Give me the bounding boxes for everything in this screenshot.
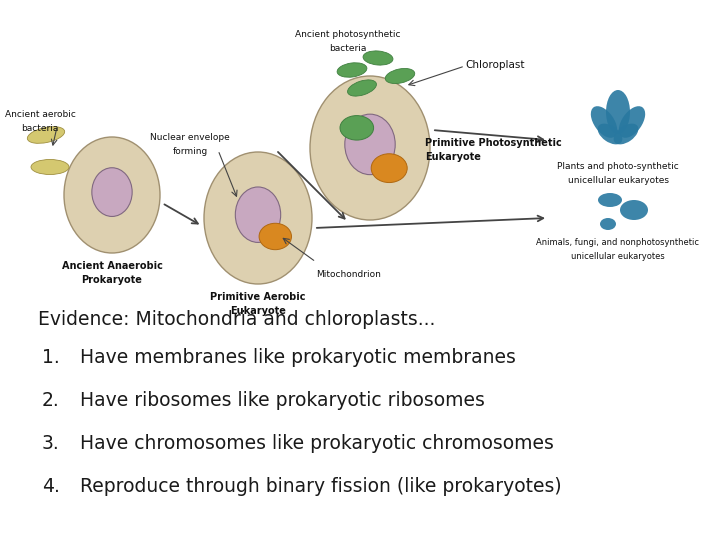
- Text: Ancient photosynthetic: Ancient photosynthetic: [295, 30, 401, 39]
- Ellipse shape: [345, 114, 395, 174]
- Text: 1.: 1.: [42, 348, 60, 367]
- Text: Eukaryote: Eukaryote: [230, 306, 286, 316]
- Ellipse shape: [385, 69, 415, 84]
- Text: Nuclear envelope: Nuclear envelope: [150, 133, 230, 142]
- Ellipse shape: [613, 124, 639, 144]
- Text: unicellular eukaryotes: unicellular eukaryotes: [567, 176, 668, 185]
- Text: Eukaryote: Eukaryote: [425, 152, 481, 162]
- Ellipse shape: [337, 63, 367, 77]
- Text: Reproduce through binary fission (like prokaryotes): Reproduce through binary fission (like p…: [80, 477, 562, 496]
- Ellipse shape: [64, 137, 160, 253]
- Ellipse shape: [591, 106, 617, 138]
- Text: Ancient aerobic: Ancient aerobic: [4, 110, 76, 119]
- Ellipse shape: [92, 168, 132, 217]
- Text: Plants and photo-synthetic: Plants and photo-synthetic: [557, 162, 679, 171]
- Text: Have membranes like prokaryotic membranes: Have membranes like prokaryotic membrane…: [80, 348, 516, 367]
- Text: Chloroplast: Chloroplast: [465, 60, 524, 70]
- Ellipse shape: [618, 106, 645, 138]
- Text: Primitive Aerobic: Primitive Aerobic: [210, 292, 306, 302]
- Text: bacteria: bacteria: [22, 124, 59, 133]
- Ellipse shape: [310, 76, 430, 220]
- Ellipse shape: [598, 124, 622, 144]
- Text: Mitochondrion: Mitochondrion: [316, 270, 381, 279]
- Text: Primitive Photosynthetic: Primitive Photosynthetic: [425, 138, 562, 148]
- Ellipse shape: [620, 200, 648, 220]
- Ellipse shape: [606, 90, 630, 134]
- Ellipse shape: [348, 80, 377, 96]
- Text: 3.: 3.: [42, 434, 60, 453]
- Text: unicellular eukaryotes: unicellular eukaryotes: [571, 252, 665, 261]
- Ellipse shape: [204, 152, 312, 284]
- Ellipse shape: [235, 187, 281, 242]
- Ellipse shape: [372, 154, 408, 183]
- Text: Animals, fungi, and nonphotosynthetic: Animals, fungi, and nonphotosynthetic: [536, 238, 700, 247]
- Text: Have chromosomes like prokaryotic chromosomes: Have chromosomes like prokaryotic chromo…: [80, 434, 554, 453]
- Text: bacteria: bacteria: [329, 44, 366, 53]
- Text: Prokaryote: Prokaryote: [81, 275, 143, 285]
- Text: Evidence: Mitochondria and chloroplasts...: Evidence: Mitochondria and chloroplasts.…: [38, 310, 436, 329]
- Ellipse shape: [31, 159, 69, 174]
- Ellipse shape: [598, 193, 622, 207]
- Ellipse shape: [600, 218, 616, 230]
- Ellipse shape: [340, 116, 374, 140]
- Text: 4.: 4.: [42, 477, 60, 496]
- Text: forming: forming: [172, 147, 207, 156]
- Ellipse shape: [27, 127, 65, 143]
- Text: Ancient Anaerobic: Ancient Anaerobic: [62, 261, 163, 271]
- Ellipse shape: [363, 51, 393, 65]
- Text: 2.: 2.: [42, 391, 60, 410]
- Text: Have ribosomes like prokaryotic ribosomes: Have ribosomes like prokaryotic ribosome…: [80, 391, 485, 410]
- Ellipse shape: [259, 223, 292, 249]
